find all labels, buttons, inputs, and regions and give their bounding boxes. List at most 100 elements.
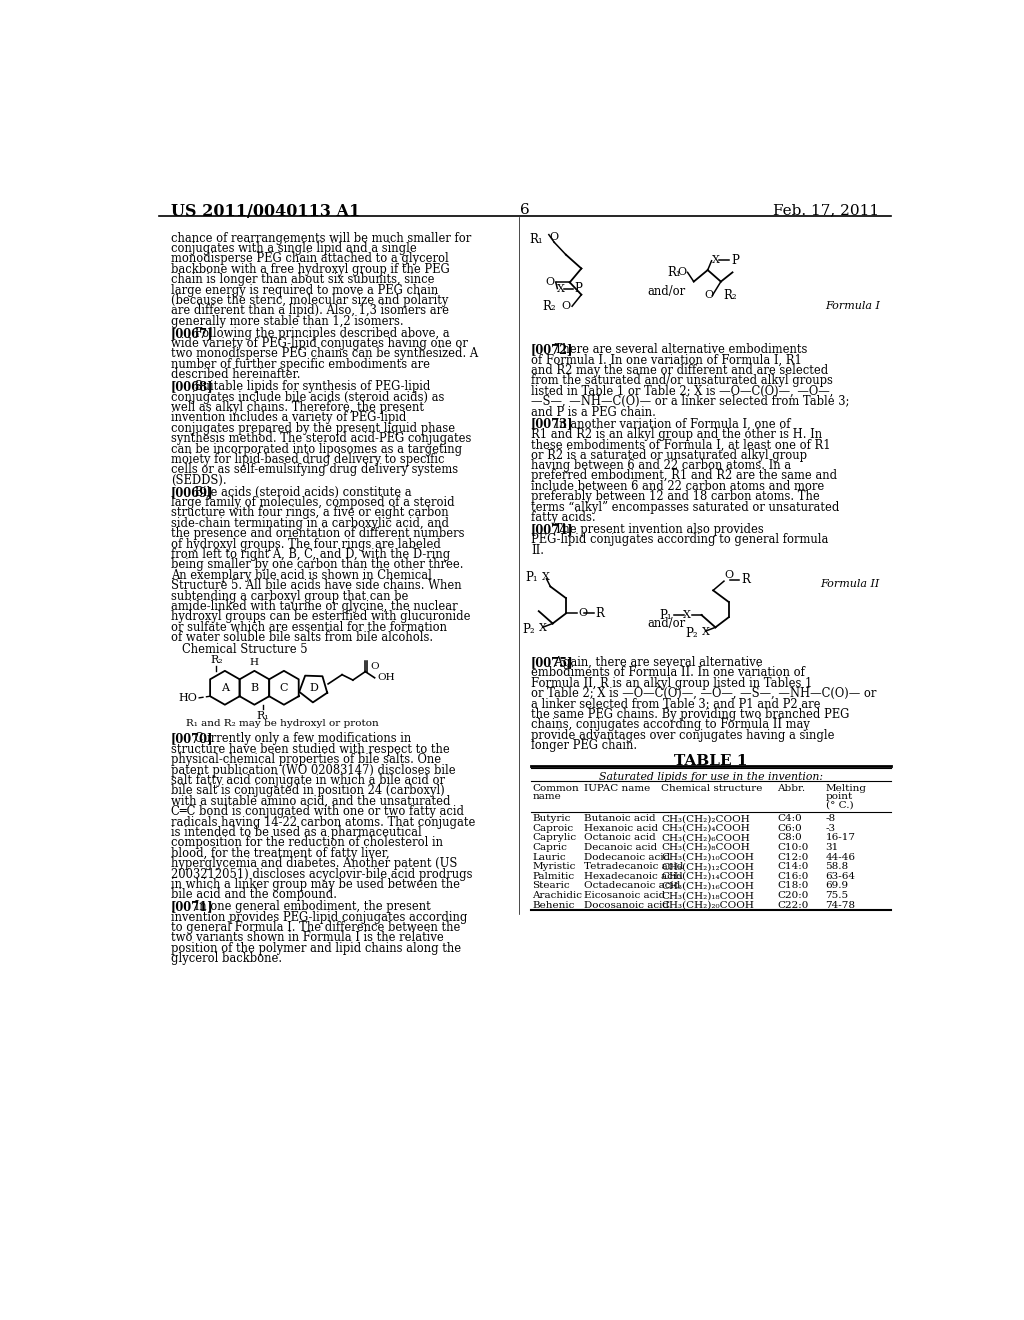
Text: -3: -3 <box>825 824 836 833</box>
Text: synthesis method. The steroid acid-PEG conjugates: synthesis method. The steroid acid-PEG c… <box>171 432 471 445</box>
Text: X: X <box>539 623 547 634</box>
Text: the same PEG chains. By providing two branched PEG: the same PEG chains. By providing two br… <box>531 708 849 721</box>
Text: CH₃(CH₂)₄COOH: CH₃(CH₂)₄COOH <box>662 824 750 833</box>
Text: R₂: R₂ <box>542 300 556 313</box>
Text: physical-chemical properties of bile salts. One: physical-chemical properties of bile sal… <box>171 754 440 766</box>
Text: C16:0: C16:0 <box>777 871 809 880</box>
Text: terms “alkyl” encompasses saturated or unsaturated: terms “alkyl” encompasses saturated or u… <box>531 500 840 513</box>
Text: PEG-lipid conjugates according to general formula: PEG-lipid conjugates according to genera… <box>531 533 828 546</box>
Text: [0071]: [0071] <box>171 900 213 913</box>
Text: X: X <box>542 573 550 582</box>
Text: chains, conjugates according to Formula II may: chains, conjugates according to Formula … <box>531 718 810 731</box>
Text: CH₃(CH₂)₈COOH: CH₃(CH₂)₈COOH <box>662 843 750 851</box>
Text: Octadecanoic acid: Octadecanoic acid <box>584 882 680 891</box>
Text: Lauric: Lauric <box>532 853 566 862</box>
Text: of Formula I. In one variation of Formula I, R1: of Formula I. In one variation of Formul… <box>531 354 802 367</box>
Text: and/or: and/or <box>647 616 686 630</box>
Text: O: O <box>678 268 687 277</box>
Text: being smaller by one carbon than the other three.: being smaller by one carbon than the oth… <box>171 558 463 572</box>
Text: 16-17: 16-17 <box>825 833 855 842</box>
Text: Behenic: Behenic <box>532 900 574 909</box>
Text: 58.8: 58.8 <box>825 862 849 871</box>
Text: C6:0: C6:0 <box>777 824 802 833</box>
Text: Stearic: Stearic <box>532 882 570 891</box>
Text: C10:0: C10:0 <box>777 843 809 851</box>
Text: number of further specific embodiments are: number of further specific embodiments a… <box>171 358 430 371</box>
Text: C═C bond is conjugated with one or two fatty acid: C═C bond is conjugated with one or two f… <box>171 805 464 818</box>
Text: Myristic: Myristic <box>532 862 575 871</box>
Text: OH: OH <box>377 673 394 682</box>
Text: is intended to be used as a pharmaceutical: is intended to be used as a pharmaceutic… <box>171 826 421 840</box>
Text: include between 6 and 22 carbon atoms and more: include between 6 and 22 carbon atoms an… <box>531 480 824 492</box>
Text: C22:0: C22:0 <box>777 900 809 909</box>
Text: R₂: R₂ <box>723 289 737 302</box>
Text: Tetradecanoic acid: Tetradecanoic acid <box>584 862 683 871</box>
Text: Eicosanoic acid: Eicosanoic acid <box>584 891 665 900</box>
Text: preferably between 12 and 18 carbon atoms. The: preferably between 12 and 18 carbon atom… <box>531 490 820 503</box>
Text: [0069]: [0069] <box>171 486 213 499</box>
Text: D: D <box>309 682 317 693</box>
Text: in which a linker group may be used between the: in which a linker group may be used betw… <box>171 878 460 891</box>
Text: P₂: P₂ <box>686 627 698 640</box>
Text: cells or as self-emulsifying drug delivery systems: cells or as self-emulsifying drug delive… <box>171 463 458 477</box>
Text: R₁: R₁ <box>668 265 681 279</box>
Text: IUPAC name: IUPAC name <box>584 784 650 793</box>
Text: X: X <box>712 255 720 265</box>
Text: R1 and R2 is an alkyl group and the other is H. In: R1 and R2 is an alkyl group and the othe… <box>531 428 822 441</box>
Text: Melting: Melting <box>825 784 866 793</box>
Text: Currently only a few modifications in: Currently only a few modifications in <box>190 733 411 746</box>
Text: P: P <box>574 282 583 296</box>
Text: radicals having 14-22 carbon atoms. That conjugate: radicals having 14-22 carbon atoms. That… <box>171 816 475 829</box>
Text: to general Formula I. The difference between the: to general Formula I. The difference bet… <box>171 921 460 935</box>
Text: of water soluble bile salts from bile alcohols.: of water soluble bile salts from bile al… <box>171 631 433 644</box>
Text: US 2011/0040113 A1: US 2011/0040113 A1 <box>171 203 359 220</box>
Text: large energy is required to move a PEG chain: large energy is required to move a PEG c… <box>171 284 438 297</box>
Text: and R2 may the same or different and are selected: and R2 may the same or different and are… <box>531 364 828 378</box>
Text: Again, there are several alternative: Again, there are several alternative <box>551 656 763 669</box>
Text: two monodisperse PEG chains can be synthesized. A: two monodisperse PEG chains can be synth… <box>171 347 478 360</box>
Text: conjugates prepared by the present liquid phase: conjugates prepared by the present liqui… <box>171 422 455 434</box>
Text: having between 6 and 22 carbon atoms. In a: having between 6 and 22 carbon atoms. In… <box>531 459 792 473</box>
Text: [0072]: [0072] <box>531 343 573 356</box>
Text: two variants shown in Formula I is the relative: two variants shown in Formula I is the r… <box>171 932 443 945</box>
Text: described hereinafter.: described hereinafter. <box>171 368 300 381</box>
Text: O: O <box>725 570 734 579</box>
Text: H: H <box>250 657 259 667</box>
Text: Following the principles described above, a: Following the principles described above… <box>190 326 450 339</box>
Text: [0073]: [0073] <box>531 417 573 430</box>
Text: or R2 is a saturated or unsaturated alkyl group: or R2 is a saturated or unsaturated alky… <box>531 449 807 462</box>
Text: R₁: R₁ <box>257 711 269 721</box>
Text: There are several alternative embodiments: There are several alternative embodiment… <box>551 343 808 356</box>
Text: O: O <box>550 231 559 242</box>
Text: invention includes a variety of PEG-lipid: invention includes a variety of PEG-lipi… <box>171 412 406 424</box>
Text: R₁: R₁ <box>529 234 543 246</box>
Text: Butanoic acid: Butanoic acid <box>584 814 655 824</box>
Text: 74-78: 74-78 <box>825 900 855 909</box>
Text: [0075]: [0075] <box>531 656 573 669</box>
Text: 69.9: 69.9 <box>825 882 849 891</box>
Text: R: R <box>595 607 604 620</box>
Text: a linker selected from Table 3; and P1 and P2 are: a linker selected from Table 3; and P1 a… <box>531 697 820 710</box>
Text: are different than a lipid). Also, 1,3 isomers are: are different than a lipid). Also, 1,3 i… <box>171 305 449 317</box>
Text: or sulfate which are essential for the formation: or sulfate which are essential for the f… <box>171 620 446 634</box>
Text: CH₃(CH₂)₁₄COOH: CH₃(CH₂)₁₄COOH <box>662 871 754 880</box>
Text: the presence and orientation of different numbers: the presence and orientation of differen… <box>171 527 464 540</box>
Text: O: O <box>370 663 379 672</box>
Text: [0074]: [0074] <box>531 523 573 536</box>
Text: R₁ and R₂ may be hydroxyl or proton: R₁ and R₂ may be hydroxyl or proton <box>186 718 379 727</box>
Text: hydroxyl groups can be esterified with glucuronide: hydroxyl groups can be esterified with g… <box>171 610 470 623</box>
Text: Suitable lipids for synthesis of PEG-lipid: Suitable lipids for synthesis of PEG-lip… <box>190 380 430 393</box>
Text: Common: Common <box>532 784 580 793</box>
Text: 31: 31 <box>825 843 839 851</box>
Text: CH₃(CH₂)₁₂COOH: CH₃(CH₂)₁₂COOH <box>662 862 754 871</box>
Text: P₂: P₂ <box>522 623 535 636</box>
Text: Chemical structure: Chemical structure <box>662 784 763 793</box>
Text: CH₃(CH₂)₁₀COOH: CH₃(CH₂)₁₀COOH <box>662 853 754 862</box>
Text: Capric: Capric <box>532 843 567 851</box>
Text: X: X <box>701 627 710 638</box>
Text: Saturated lipids for use in the invention:: Saturated lipids for use in the inventio… <box>599 772 823 781</box>
Text: -8: -8 <box>825 814 836 824</box>
Text: 6: 6 <box>520 203 529 216</box>
Text: fatty acids.: fatty acids. <box>531 511 596 524</box>
Text: TABLE 1: TABLE 1 <box>674 754 748 768</box>
